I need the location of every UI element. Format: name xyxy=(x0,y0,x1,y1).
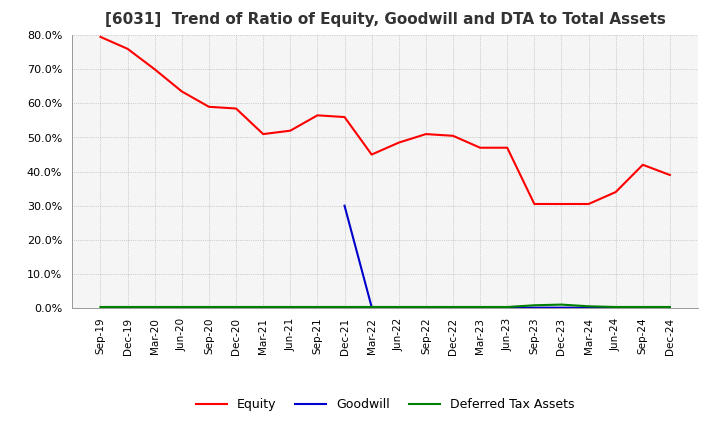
Deferred Tax Assets xyxy=(421,304,430,310)
Equity xyxy=(584,202,593,207)
Deferred Tax Assets xyxy=(639,304,647,310)
Deferred Tax Assets xyxy=(259,304,268,310)
Deferred Tax Assets xyxy=(96,304,105,310)
Goodwill xyxy=(367,304,376,310)
Deferred Tax Assets xyxy=(123,304,132,310)
Equity xyxy=(259,132,268,137)
Goodwill xyxy=(395,305,403,310)
Deferred Tax Assets xyxy=(449,304,457,310)
Goodwill xyxy=(449,305,457,310)
Equity xyxy=(449,133,457,139)
Equity xyxy=(367,152,376,157)
Deferred Tax Assets xyxy=(313,304,322,310)
Line: Equity: Equity xyxy=(101,37,670,204)
Equity xyxy=(123,46,132,51)
Deferred Tax Assets xyxy=(557,302,566,307)
Equity xyxy=(395,140,403,145)
Deferred Tax Assets xyxy=(286,304,294,310)
Deferred Tax Assets xyxy=(611,304,620,310)
Equity xyxy=(313,113,322,118)
Deferred Tax Assets xyxy=(232,304,240,310)
Goodwill xyxy=(476,305,485,310)
Equity xyxy=(96,34,105,40)
Deferred Tax Assets xyxy=(395,304,403,310)
Equity xyxy=(286,128,294,133)
Deferred Tax Assets xyxy=(367,304,376,310)
Deferred Tax Assets xyxy=(476,304,485,310)
Goodwill xyxy=(557,305,566,310)
Equity xyxy=(421,132,430,137)
Equity xyxy=(150,66,159,72)
Deferred Tax Assets xyxy=(584,304,593,309)
Equity xyxy=(204,104,213,110)
Equity xyxy=(530,202,539,207)
Line: Goodwill: Goodwill xyxy=(345,206,670,308)
Goodwill xyxy=(584,305,593,310)
Goodwill xyxy=(421,305,430,310)
Goodwill xyxy=(639,305,647,310)
Deferred Tax Assets xyxy=(204,304,213,310)
Goodwill xyxy=(611,305,620,310)
Equity xyxy=(503,145,511,150)
Goodwill xyxy=(530,305,539,310)
Equity xyxy=(341,114,349,120)
Line: Deferred Tax Assets: Deferred Tax Assets xyxy=(101,304,670,307)
Equity xyxy=(665,172,674,178)
Deferred Tax Assets xyxy=(530,303,539,308)
Goodwill xyxy=(341,203,349,209)
Goodwill xyxy=(665,305,674,310)
Legend: Equity, Goodwill, Deferred Tax Assets: Equity, Goodwill, Deferred Tax Assets xyxy=(191,393,580,416)
Deferred Tax Assets xyxy=(178,304,186,310)
Deferred Tax Assets xyxy=(665,304,674,310)
Deferred Tax Assets xyxy=(150,304,159,310)
Equity xyxy=(232,106,240,111)
Deferred Tax Assets xyxy=(341,304,349,310)
Title: [6031]  Trend of Ratio of Equity, Goodwill and DTA to Total Assets: [6031] Trend of Ratio of Equity, Goodwil… xyxy=(105,12,665,27)
Deferred Tax Assets xyxy=(503,304,511,310)
Goodwill xyxy=(503,305,511,310)
Equity xyxy=(611,189,620,194)
Equity xyxy=(178,89,186,94)
Equity xyxy=(639,162,647,167)
Equity xyxy=(476,145,485,150)
Equity xyxy=(557,202,566,207)
